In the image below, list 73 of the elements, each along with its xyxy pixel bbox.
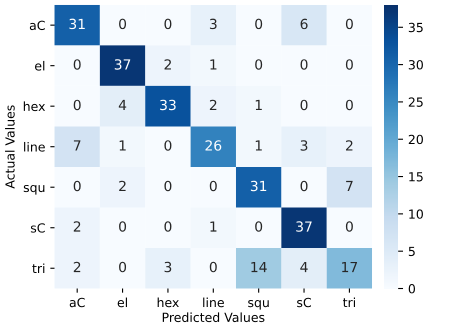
data-label: 4: [118, 100, 126, 110]
data-label: 0: [346, 59, 353, 70]
y-tick-label: hex: [24, 101, 46, 112]
data-label: 0: [74, 180, 81, 192]
data-label: 1: [210, 59, 216, 70]
data-label: 7: [346, 180, 353, 192]
data-label: 4: [300, 262, 308, 272]
y-tick-label: sC: [30, 223, 45, 233]
data-label: 7: [74, 140, 80, 151]
data-label: 0: [210, 180, 217, 192]
x-tick-label: tri: [342, 298, 355, 308]
y-axis-title: Actual Values: [5, 105, 15, 189]
color-bar-label: 35: [408, 22, 423, 32]
data-label: 0: [74, 59, 81, 70]
data-label: 2: [164, 59, 171, 70]
data-label: 0: [346, 18, 353, 30]
y-tick-label: aC: [30, 20, 45, 30]
data-label: 0: [119, 18, 126, 30]
y-tick-label: line: [24, 142, 45, 152]
data-label: 0: [255, 59, 262, 70]
x-tick-label: line: [203, 298, 224, 308]
data-label: 0: [164, 140, 172, 151]
data-label: 17: [342, 262, 358, 272]
color-bar-label: 10: [409, 209, 423, 219]
data-label: 0: [346, 221, 353, 232]
data-label: 3: [164, 262, 172, 272]
x-tick-label: hex: [158, 298, 179, 308]
data-label: 1: [256, 140, 262, 151]
data-label: 0: [300, 180, 308, 192]
color-bar-label: 5: [408, 246, 415, 256]
data-label: 31: [69, 18, 85, 30]
data-label: 2: [74, 221, 80, 232]
data-label: 2: [346, 140, 352, 151]
x-tick-label: squ: [248, 300, 269, 310]
y-tick-label: tri: [32, 264, 44, 273]
y-tick-label: el: [35, 60, 44, 71]
data-label: 31: [250, 180, 266, 192]
data-label: 0: [300, 59, 308, 70]
data-label: 14: [251, 262, 267, 272]
color-bar-label: 0: [408, 284, 416, 294]
data-label: 1: [120, 140, 126, 151]
data-label: 0: [74, 100, 81, 110]
data-label: 0: [210, 262, 217, 272]
x-tick-label: aC: [70, 298, 85, 308]
data-label: 0: [164, 18, 172, 30]
data-label: 33: [160, 100, 176, 110]
data-label: 26: [205, 140, 222, 151]
x-tick-label: sC: [297, 298, 311, 308]
data-label: 0: [119, 262, 126, 272]
data-label: 2: [119, 180, 126, 192]
color-bar-label: 30: [408, 60, 423, 70]
data-label: 0: [119, 221, 126, 232]
data-label: 37: [114, 59, 130, 70]
data-label: 2: [74, 262, 80, 272]
color-bar-label: 25: [408, 97, 423, 107]
data-label: 0: [300, 100, 308, 110]
data-label: 37: [296, 221, 312, 232]
data-label: 6: [300, 18, 308, 30]
data-label: 3: [210, 18, 217, 30]
x-axis-title: Predicted Values: [162, 312, 264, 322]
data-label: 0: [346, 100, 353, 110]
y-tick-label: squ: [24, 184, 44, 195]
data-label: 0: [255, 18, 262, 30]
data-label: 0: [164, 180, 172, 192]
color-bar-label: 20: [408, 134, 423, 144]
color-bar-label: 15: [409, 172, 423, 182]
data-label: 0: [164, 221, 172, 232]
data-label: 1: [210, 221, 216, 232]
data-label: 0: [255, 221, 262, 232]
data-label: 3: [300, 140, 308, 151]
data-label: 2: [210, 100, 216, 110]
x-tick-label: el: [118, 298, 127, 308]
data-label: 1: [256, 100, 262, 110]
